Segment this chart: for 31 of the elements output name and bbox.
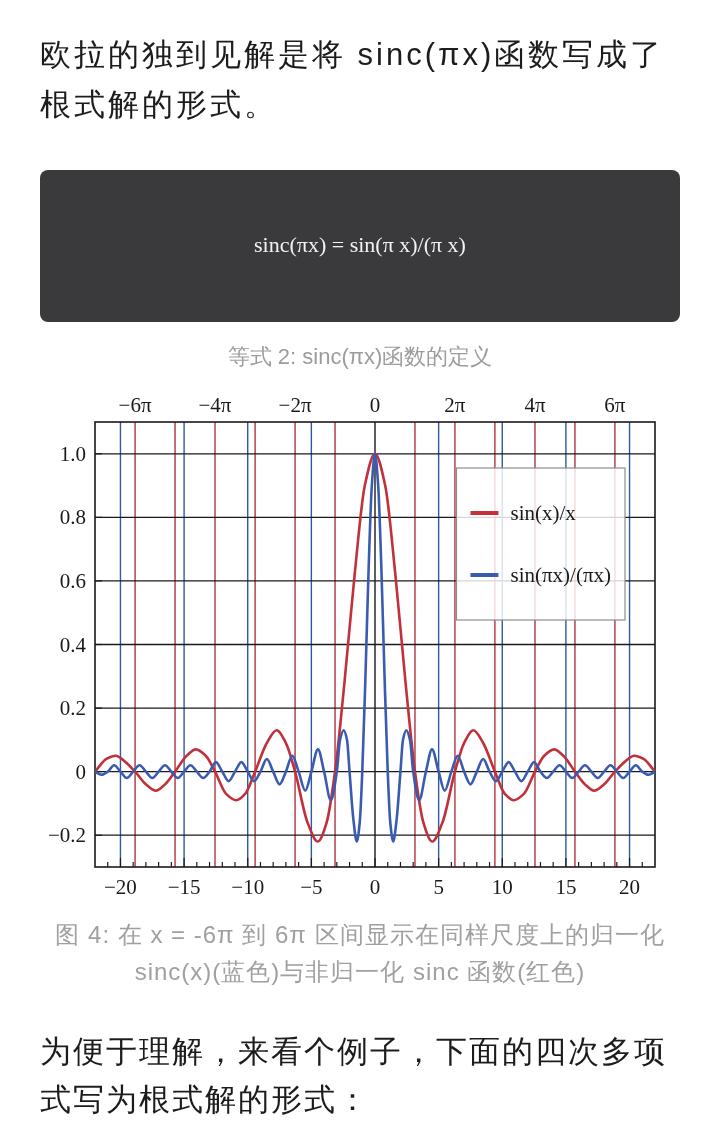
x-tick-label: 0 bbox=[369, 875, 381, 899]
caption: 图 4: 在 x = -6π 到 6π 区间显示在同样尺度上的归一化 sinc(x)(蓝色)与非归一化 sinc 函数(红色) bbox=[54, 920, 666, 987]
y-tick-label: 0.4 bbox=[59, 632, 87, 657]
x-tick-label: 15 bbox=[555, 875, 577, 899]
text: 欧拉的独到见解是将 sinc(πx)函数写成了根式解的形式。 bbox=[40, 36, 666, 124]
x2-tick-label: −2π bbox=[278, 393, 312, 417]
y-tick-label: 1.0 bbox=[59, 441, 86, 466]
y-tick-label: 0.2 bbox=[59, 696, 86, 721]
x2-tick-label: 6π bbox=[604, 393, 626, 417]
x2-tick-label: −4π bbox=[198, 393, 232, 417]
text: sinc(πx) = sin(π x)/(π x) bbox=[253, 231, 467, 259]
x2-tick-label: 2π bbox=[444, 393, 466, 417]
y-tick-label: 0 bbox=[75, 759, 86, 784]
x-tick-label: −10 bbox=[231, 875, 265, 899]
x-tick-label: 5 bbox=[433, 875, 444, 899]
x2-tick-label: 4π bbox=[524, 393, 546, 417]
y-tick-label: −0.2 bbox=[47, 823, 86, 848]
y-tick-label: 0.8 bbox=[59, 505, 86, 530]
x-tick-label: 20 bbox=[619, 875, 641, 899]
x-tick-label: −5 bbox=[300, 875, 323, 899]
x2-tick-label: −6π bbox=[118, 393, 152, 417]
legend-label: sin(πx)/(πx) bbox=[510, 563, 611, 587]
line-series bbox=[95, 452, 655, 843]
x-tick-label: 10 bbox=[491, 875, 513, 899]
x-tick-label: −20 bbox=[104, 875, 137, 899]
legend-label: sin(x)/x bbox=[510, 501, 577, 525]
x2-tick-label: 0 bbox=[369, 393, 381, 417]
text: 为便于理解，来看个例子，下面的四次多项式写为根式解的形式： bbox=[40, 1033, 668, 1119]
y-tick-label: 0.6 bbox=[59, 568, 86, 593]
x-tick-label: −15 bbox=[167, 875, 201, 899]
text: 等式 2: sinc(πx)函数的定义 bbox=[226, 343, 494, 371]
